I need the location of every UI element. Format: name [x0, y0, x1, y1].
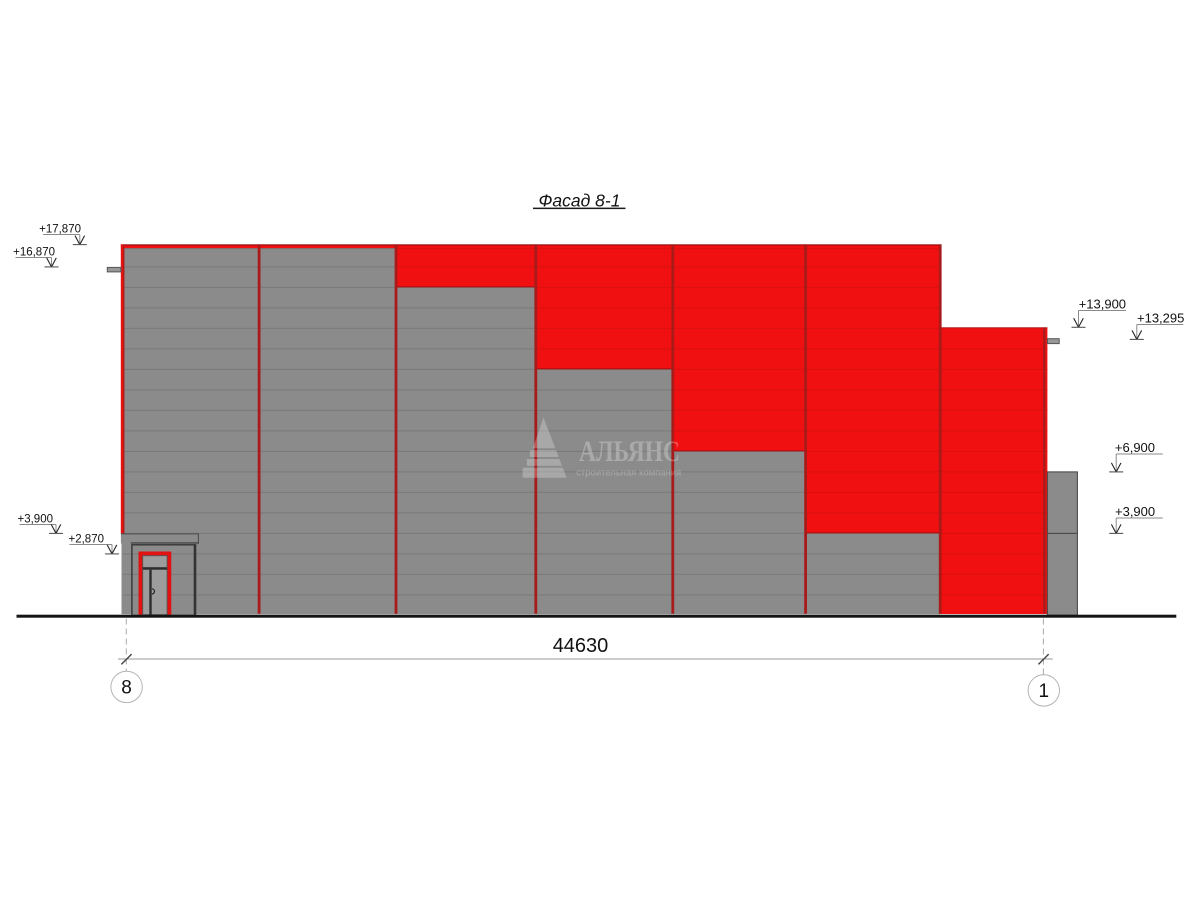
svg-text:44630: 44630 [553, 635, 609, 657]
svg-text:+2,870: +2,870 [69, 534, 105, 546]
svg-text:+13,295: +13,295 [1137, 311, 1184, 326]
svg-text:+6,900: +6,900 [1115, 440, 1155, 455]
svg-text:+13,900: +13,900 [1079, 297, 1126, 312]
svg-text:АЛЬЯНС: АЛЬЯНС [579, 435, 680, 468]
svg-text:Фасад 8-1: Фасад 8-1 [539, 191, 621, 211]
svg-text:8: 8 [121, 678, 132, 699]
svg-text:+17,870: +17,870 [39, 224, 81, 236]
svg-text:1: 1 [1039, 681, 1050, 702]
svg-text:+3,900: +3,900 [18, 514, 54, 526]
svg-text:+3,900: +3,900 [1115, 504, 1155, 519]
svg-text:строительная компания: строительная компания [576, 467, 681, 478]
svg-text:+16,870: +16,870 [13, 247, 55, 259]
